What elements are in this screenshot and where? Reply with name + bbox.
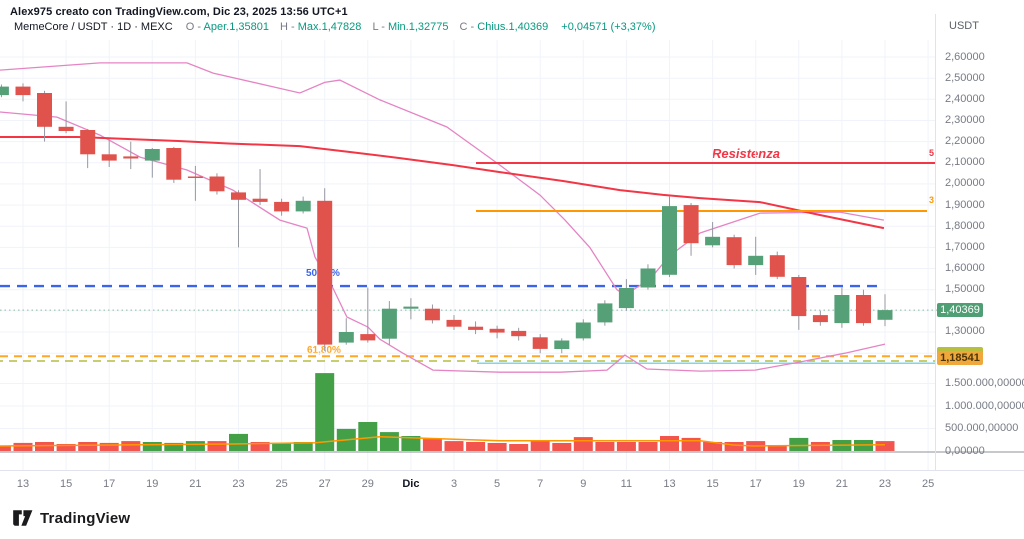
time-axis-label: Dic (402, 478, 420, 490)
time-axis-label: 15 (706, 478, 719, 490)
time-axis-label: 13 (16, 478, 30, 490)
change-value: +0,04571 (+3,37%) (561, 21, 656, 33)
time-axis-label: 11 (620, 478, 633, 490)
time-axis-label: 21 (189, 478, 202, 490)
price-axis-label: 1,70000 (945, 240, 985, 253)
time-axis-label: 3 (450, 478, 458, 490)
resistance-label[interactable]: Resistenza (712, 146, 780, 161)
chart-byline: Alex975 creato con TradingView.com, Dic … (10, 6, 348, 18)
time-axis-label: 9 (580, 478, 587, 490)
price-axis-label: 2,50000 (945, 71, 985, 84)
price-axis-label: 1,60000 (945, 262, 985, 275)
high-label: H - (280, 21, 298, 33)
time-axis-label: 19 (792, 478, 805, 490)
volume-axis-label: 500.000,00000 (945, 422, 1019, 434)
time-axis-label: 29 (361, 478, 374, 490)
time-axis[interactable]: 13 15 17 19 21 23 25 27 29 Dic 3 5 7 9 11 13 15 17 19 21 23 2… (0, 471, 1024, 499)
price-axis-label: 1,30000 (945, 325, 985, 338)
time-axis-label: 27 (318, 478, 331, 490)
volume-axis-label: 0,00000 (945, 444, 985, 457)
price-axis-label: 2,00000 (945, 177, 985, 190)
close-value: Chius.1,40369 (477, 21, 549, 33)
line-price-partial-label: 5 (929, 148, 935, 158)
time-axis-label: 7 (537, 478, 544, 490)
time-axis-label: 13 (663, 478, 676, 490)
price-axis-label: 2,10000 (945, 156, 985, 169)
time-axis-label: 25 (275, 478, 288, 490)
price-axis-label: 2,40000 (945, 92, 985, 105)
price-axis-label: 1,90000 (945, 198, 985, 211)
time-axis-label: 21 (835, 478, 849, 490)
low-value: Min.1,32775 (387, 21, 449, 33)
tradingview-logo-icon (13, 510, 33, 526)
time-axis-label: 17 (103, 478, 116, 490)
tradingview-logo[interactable]: TradingView (13, 509, 130, 527)
time-axis-label: 23 (878, 478, 892, 490)
price-axis-label: 1,50000 (945, 283, 985, 296)
price-axis-label: 2,30000 (945, 113, 985, 126)
symbol-name: MemeCore / USDT · 1D · MEXC (14, 21, 173, 33)
time-axis-label: 19 (146, 478, 159, 490)
time-axis-label: 25 (921, 478, 935, 490)
time-axis-label: 17 (749, 478, 762, 490)
low-label: L - (372, 21, 388, 33)
symbol-info-bar[interactable]: MemeCore / USDT · 1D · MEXC O - Aper.1,3… (14, 21, 655, 33)
price-axis-label: 2,60000 (945, 50, 985, 63)
line-price-partial-label: 3 (929, 195, 935, 205)
volume-axis-label: 1.500.000,00000 (945, 377, 1024, 389)
high-value: Max.1,47828 (297, 21, 362, 33)
last-price-badge: 1,40369 (937, 303, 983, 317)
open-value: Aper.1,35801 (203, 21, 269, 33)
volume-axis-label: 1.000.000,00000 (945, 399, 1024, 412)
fib-level-badge: 1,18541 (937, 351, 983, 365)
time-axis-label: 5 (494, 478, 501, 490)
price-axis[interactable]: USDT 2,60000 2,50000 2,40000 2,30000 2,20000… (936, 0, 1024, 470)
price-axis-label: 2,20000 (945, 135, 985, 148)
time-axis-label: 15 (59, 478, 73, 490)
price-axis-unit: USDT (949, 20, 979, 32)
fib-618-label: 61,80% (307, 345, 341, 356)
close-label: C - (459, 21, 478, 33)
open-label: O - (185, 21, 204, 33)
tradingview-logo-text: TradingView (40, 509, 131, 527)
time-axis-label: 23 (232, 478, 245, 490)
price-axis-label: 1,80000 (945, 219, 985, 232)
